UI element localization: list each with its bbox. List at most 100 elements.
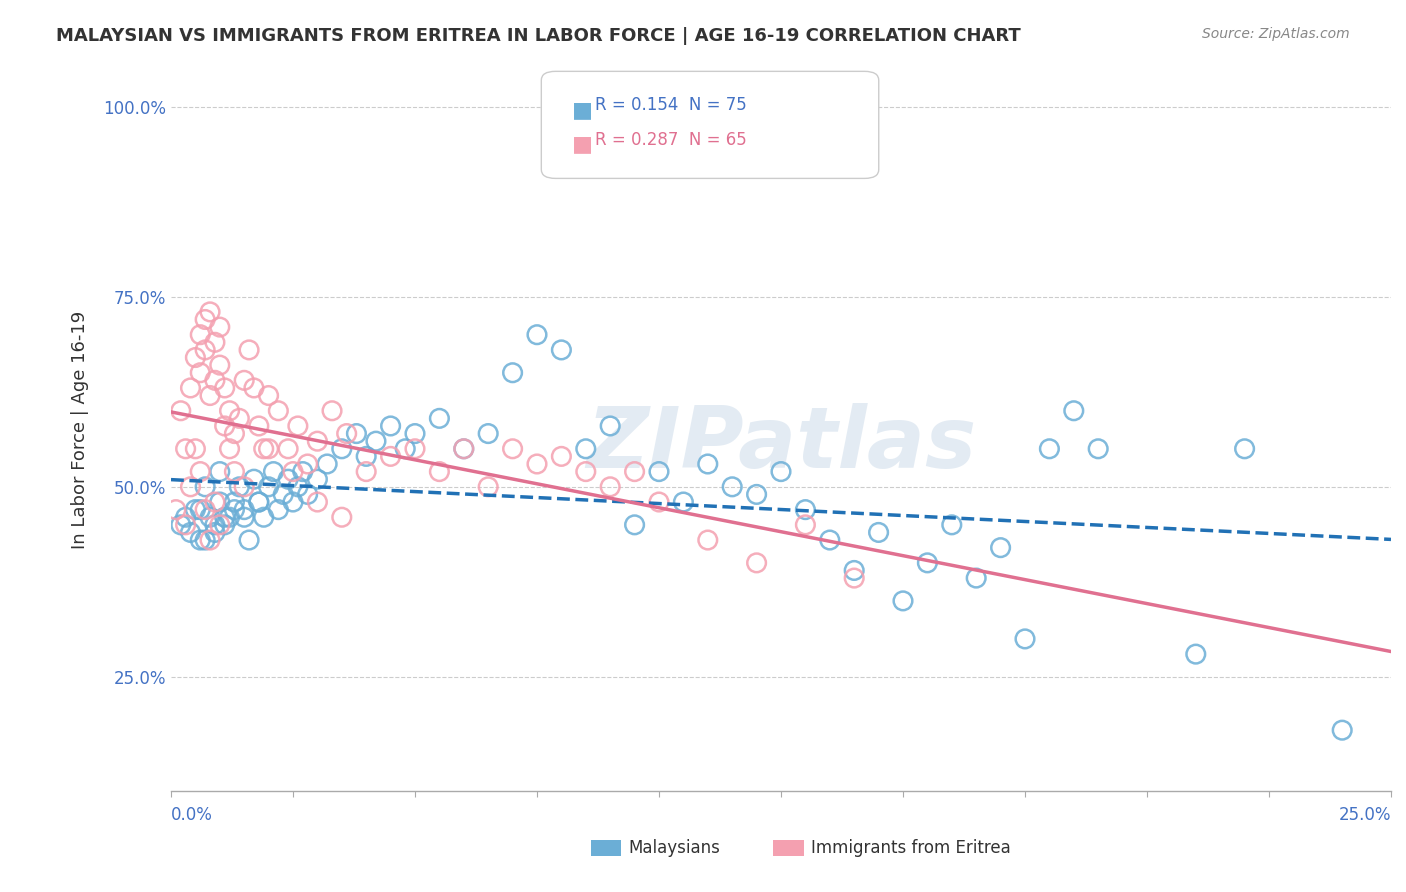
Point — [794, 517, 817, 532]
Point — [1063, 403, 1085, 417]
Point — [287, 480, 309, 494]
Point — [257, 442, 280, 456]
Text: ZIPatlas: ZIPatlas — [586, 402, 976, 486]
Point — [297, 487, 319, 501]
Point — [263, 465, 285, 479]
Point — [404, 426, 426, 441]
Text: Malaysians: Malaysians — [628, 839, 720, 857]
Point — [277, 472, 299, 486]
Point — [257, 388, 280, 402]
Point — [247, 495, 270, 509]
Point — [214, 419, 236, 434]
Point — [965, 571, 987, 585]
Point — [257, 480, 280, 494]
Point — [281, 495, 304, 509]
Point — [1014, 632, 1036, 646]
Point — [745, 556, 768, 570]
Point — [170, 403, 193, 417]
Point — [1038, 442, 1060, 456]
Point — [233, 502, 256, 516]
Point — [194, 343, 217, 357]
Point — [721, 480, 744, 494]
Point — [194, 480, 217, 494]
Point — [917, 556, 939, 570]
Point — [188, 366, 211, 380]
Point — [218, 403, 240, 417]
Point — [238, 533, 260, 547]
Point — [769, 465, 792, 479]
Point — [214, 381, 236, 395]
Point — [599, 480, 621, 494]
Point — [228, 411, 250, 425]
Point — [745, 487, 768, 501]
Point — [188, 327, 211, 342]
Point — [307, 434, 329, 449]
Point — [1331, 723, 1354, 738]
Point — [623, 465, 645, 479]
Point — [336, 426, 359, 441]
Point — [844, 564, 866, 578]
Text: 25.0%: 25.0% — [1339, 806, 1391, 824]
Point — [818, 533, 841, 547]
Text: ■: ■ — [572, 134, 593, 153]
Point — [174, 517, 197, 532]
Text: Immigrants from Eritrea: Immigrants from Eritrea — [811, 839, 1011, 857]
Point — [188, 502, 211, 516]
Point — [224, 502, 246, 516]
Point — [307, 472, 329, 486]
Point — [1087, 442, 1109, 456]
Point — [364, 434, 387, 449]
Point — [194, 533, 217, 547]
Point — [188, 465, 211, 479]
Point — [188, 533, 211, 547]
Point — [550, 450, 572, 464]
Point — [453, 442, 475, 456]
Point — [672, 495, 695, 509]
Point — [247, 419, 270, 434]
Point — [394, 442, 416, 456]
Point — [233, 480, 256, 494]
Point — [599, 419, 621, 434]
Point — [179, 480, 201, 494]
Point — [354, 450, 377, 464]
Point — [1184, 647, 1206, 661]
Point — [165, 502, 187, 516]
Point — [179, 381, 201, 395]
Text: ■: ■ — [572, 100, 593, 120]
Point — [281, 465, 304, 479]
Point — [330, 510, 353, 524]
Point — [297, 457, 319, 471]
Point — [1233, 442, 1256, 456]
Point — [623, 517, 645, 532]
Point — [243, 381, 266, 395]
Point — [208, 517, 231, 532]
Y-axis label: In Labor Force | Age 16-19: In Labor Force | Age 16-19 — [72, 310, 89, 549]
Point — [526, 457, 548, 471]
Text: R = 0.287  N = 65: R = 0.287 N = 65 — [595, 131, 747, 149]
Point — [477, 426, 499, 441]
Point — [208, 465, 231, 479]
Point — [204, 335, 226, 350]
Point — [844, 571, 866, 585]
Point — [184, 442, 207, 456]
Point — [696, 457, 718, 471]
Point — [194, 502, 217, 516]
Point — [291, 465, 314, 479]
Point — [990, 541, 1012, 555]
Point — [453, 442, 475, 456]
Text: Source: ZipAtlas.com: Source: ZipAtlas.com — [1202, 27, 1350, 41]
Point — [429, 465, 451, 479]
Point — [648, 465, 671, 479]
Point — [891, 594, 914, 608]
Point — [575, 442, 598, 456]
Point — [429, 411, 451, 425]
Point — [184, 502, 207, 516]
Text: 0.0%: 0.0% — [172, 806, 212, 824]
Point — [214, 510, 236, 524]
Point — [174, 510, 197, 524]
Point — [243, 472, 266, 486]
Point — [477, 480, 499, 494]
Point — [208, 320, 231, 334]
Point — [204, 373, 226, 387]
Point — [253, 442, 276, 456]
